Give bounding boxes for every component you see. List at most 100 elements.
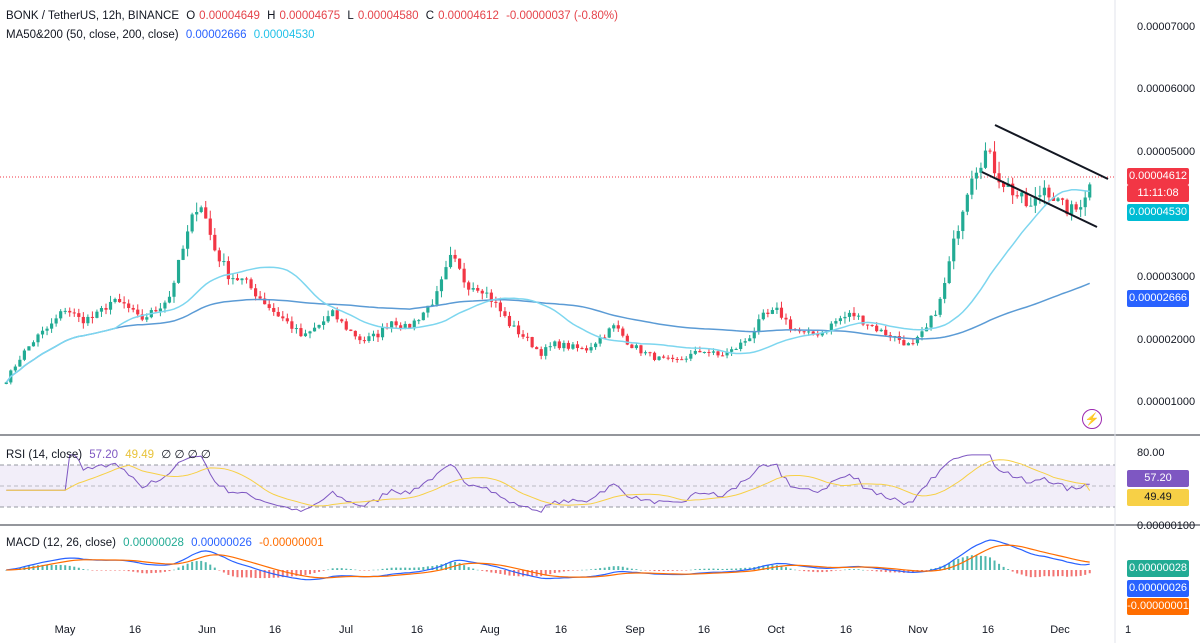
macd-hist-bar — [472, 568, 475, 570]
candle-body — [471, 288, 475, 290]
candle-body — [1051, 197, 1056, 201]
macd-hist-bar — [567, 570, 570, 572]
candle-body — [86, 316, 90, 324]
candle-body — [816, 334, 820, 336]
macd-hist-bar — [522, 570, 525, 577]
candle-body — [344, 321, 348, 330]
macd-hist-bar — [794, 569, 797, 571]
candle-body — [68, 310, 72, 313]
macd-hist-bar — [46, 564, 49, 570]
macd-hist-bar — [5, 570, 8, 571]
candle-body — [494, 301, 498, 303]
macd-hist-bar — [95, 570, 98, 571]
candle-body — [861, 315, 865, 325]
candle-body — [390, 321, 394, 329]
signal-badge: 0.00000026 — [1127, 580, 1189, 597]
candle-body — [702, 351, 706, 353]
macd-hist-bar — [803, 570, 806, 572]
candle-body — [562, 342, 566, 349]
rsi-ma-badge: 49.49 — [1127, 489, 1189, 506]
macd-hist-bar — [100, 570, 103, 571]
candle-body — [430, 304, 434, 306]
macd-hist-bar — [245, 570, 248, 578]
macd-hist-bar — [1057, 570, 1059, 577]
macd-hist-bar — [866, 570, 869, 571]
macd-legend[interactable]: MACD (12, 26, close) 0.00000028 0.000000… — [6, 537, 328, 549]
candle-body — [45, 328, 49, 331]
chart-header: BONK / TetherUS, 12h, BINANCE O 0.0000464… — [6, 10, 622, 22]
candle-body — [358, 336, 362, 341]
price-tick: 0.00003000 — [1137, 271, 1196, 283]
macd-hist-bar — [671, 570, 674, 571]
candle-body — [72, 312, 76, 314]
price-tick: 0.00006000 — [1137, 83, 1196, 95]
candle-body — [530, 337, 534, 348]
ma200-value: 0.00004530 — [253, 29, 315, 41]
candle-body — [689, 353, 693, 359]
candle-body — [290, 321, 294, 329]
candle-body — [884, 329, 888, 336]
macd-hist-bar — [694, 569, 697, 570]
channel-lower-trendline[interactable] — [981, 171, 1098, 228]
time-tick: Jul — [338, 624, 354, 636]
macd-hist-bar — [59, 564, 62, 570]
candle-body — [879, 329, 883, 332]
ma50-line — [5, 188, 1090, 383]
rsi-level-tick: 80.00 — [1137, 447, 1165, 459]
candle-body — [403, 323, 407, 329]
macd-hist-bar — [617, 566, 620, 570]
macd-hist-bar — [404, 567, 407, 570]
macd-hist-bar — [336, 568, 339, 570]
candle-body — [204, 207, 208, 219]
candle-body — [36, 334, 40, 343]
candle-body — [1011, 183, 1015, 196]
candle-body — [118, 298, 122, 303]
macd-hist-bar — [363, 570, 366, 571]
candle-body — [458, 258, 462, 269]
ma50-value: 0.00002666 — [185, 29, 247, 41]
candle-body — [417, 320, 421, 322]
macd-hist-bar — [77, 567, 80, 570]
candle-body — [929, 315, 933, 328]
candle-body — [176, 259, 181, 283]
candle-body — [272, 307, 276, 312]
time-tick: 16 — [554, 624, 568, 636]
candle-body — [671, 357, 675, 359]
candle-body — [852, 312, 856, 317]
candle-body — [807, 331, 811, 333]
macd-hist-bar — [703, 568, 706, 570]
candle-body — [235, 278, 240, 281]
macd-hist-bar — [1025, 570, 1028, 577]
macd-hist-bar — [204, 562, 207, 570]
macd-hist-bar — [1034, 570, 1037, 578]
macd-hist-bar — [834, 570, 837, 571]
candle-body — [426, 305, 430, 313]
candle-body — [961, 211, 965, 232]
price-tick: 0.00002000 — [1137, 334, 1196, 346]
candle-body — [244, 278, 249, 280]
candle-body — [31, 342, 36, 347]
flash-icon[interactable]: ⚡ — [1082, 409, 1102, 429]
candle-body — [906, 343, 910, 346]
macd-hist-bar — [222, 570, 225, 573]
ma-legend[interactable]: MA50&200 (50, close, 200, close) 0.00002… — [6, 29, 319, 41]
candle-body — [535, 347, 539, 350]
candle-body — [172, 282, 176, 297]
macd-hist-bar — [73, 566, 76, 570]
candle-body — [607, 328, 611, 338]
macd-hist-bar — [458, 563, 461, 570]
time-tick: 16 — [410, 624, 424, 636]
macd-hist-bar — [626, 567, 629, 570]
candle-body — [648, 352, 652, 354]
candle-body — [630, 344, 634, 349]
candle-body — [589, 347, 593, 351]
channel-upper-trendline[interactable] — [994, 124, 1109, 180]
macd-hist-bar — [136, 570, 139, 573]
macd-hist-bar — [186, 563, 189, 570]
candle-body — [371, 333, 376, 337]
candle-body — [258, 296, 262, 299]
candle-body — [99, 308, 104, 312]
rsi-legend[interactable]: RSI (14, close) 57.20 49.49 ∅ ∅ ∅ ∅ — [6, 447, 215, 461]
macd-hist-bar — [812, 570, 815, 572]
